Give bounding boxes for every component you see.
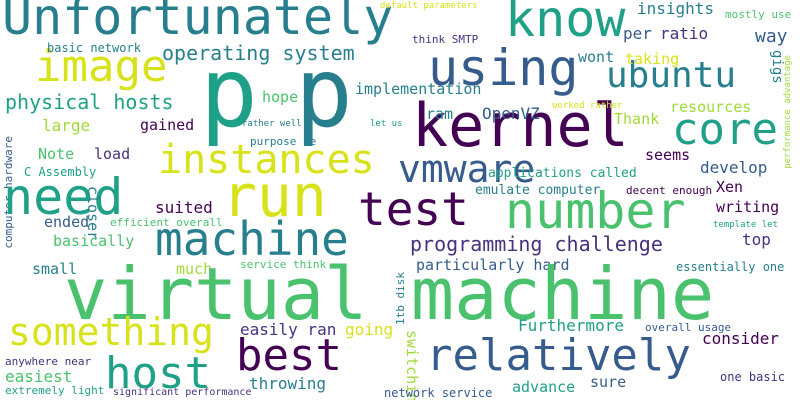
word-core: core bbox=[672, 104, 778, 155]
word-hope: hope bbox=[262, 88, 299, 106]
word-let-us: let us bbox=[370, 119, 403, 129]
word-efficient-overall: efficient overall bbox=[110, 216, 223, 229]
word-ended: ended bbox=[44, 213, 90, 231]
word-vmware: vmware bbox=[398, 147, 536, 191]
word-c-assembly: C Assembly bbox=[24, 165, 97, 179]
word-test: test bbox=[358, 182, 469, 236]
word-switching: switching bbox=[403, 330, 421, 400]
word-resources: resources bbox=[670, 98, 752, 116]
word-much: much bbox=[176, 260, 213, 278]
word-furthermore: Furthermore bbox=[518, 316, 624, 335]
word-implementation: implementation bbox=[355, 80, 482, 98]
word-best: best bbox=[236, 330, 342, 381]
word-unfortunately: Unfortunately bbox=[2, 0, 394, 46]
word-going: going bbox=[345, 320, 394, 339]
word-applications-called: applications called bbox=[488, 166, 637, 181]
word-purpose-ie: purpose ie bbox=[250, 135, 317, 148]
word-xen: Xen bbox=[716, 178, 744, 196]
word-sure: sure bbox=[590, 373, 627, 391]
word-ram: ram bbox=[426, 105, 454, 123]
word-operating-system: operating system bbox=[162, 41, 355, 65]
word-gigs: gigs bbox=[769, 50, 785, 84]
word-emulate-computer: emulate computer bbox=[475, 183, 601, 198]
word-p-1: p bbox=[200, 37, 258, 149]
word-small: small bbox=[32, 260, 78, 278]
word-network-service: network service bbox=[384, 386, 493, 400]
word-load: load bbox=[94, 145, 131, 163]
word-ubuntu: ubuntu bbox=[606, 55, 737, 96]
word-gained: gained bbox=[140, 116, 195, 134]
word-one-basic: one basic bbox=[720, 370, 786, 384]
word-mostly-use: mostly use bbox=[725, 8, 792, 21]
word-think-smtp: think SMTP bbox=[412, 33, 479, 46]
word-rather-well: rather well bbox=[242, 119, 302, 129]
word-writing: writing bbox=[716, 198, 780, 216]
word-physical-hosts: physical hosts bbox=[5, 90, 174, 114]
word-decent-enough: decent enough bbox=[626, 184, 713, 197]
word-overall-usage: overall usage bbox=[645, 321, 732, 334]
word-1tb-disk: 1tb disk bbox=[394, 272, 407, 325]
word-p-2: p bbox=[295, 37, 353, 149]
word-instances: instances bbox=[158, 137, 375, 183]
word-extremely-light: extremely light bbox=[5, 384, 105, 397]
word-advance: advance bbox=[512, 378, 576, 396]
word-host: host bbox=[105, 348, 211, 399]
word-anywhere-near: anywhere near bbox=[5, 355, 92, 368]
word-wont: wont bbox=[578, 48, 615, 66]
word-throwing: throwing bbox=[249, 374, 327, 393]
word-worked-rather: worked rather bbox=[552, 101, 623, 111]
word-easiest: easiest bbox=[5, 367, 73, 386]
word-kernel: kernel bbox=[412, 91, 629, 161]
word-top: top bbox=[742, 230, 771, 249]
word-programming-challenge: programming challenge bbox=[410, 232, 663, 256]
word-image: image bbox=[35, 41, 168, 92]
word-seems: seems bbox=[645, 146, 691, 164]
word-template-let: template let bbox=[713, 220, 779, 230]
word-something: something bbox=[8, 310, 214, 354]
word-service-think: service think bbox=[240, 258, 327, 271]
word-know: know bbox=[505, 0, 626, 48]
word-insights: insights bbox=[637, 0, 715, 18]
word-basically: basically bbox=[53, 232, 135, 250]
word-large: large bbox=[42, 116, 91, 135]
word-essentially-one: essentially one bbox=[676, 260, 785, 274]
word-suited: suited bbox=[155, 198, 213, 217]
word-note: Note bbox=[38, 145, 75, 163]
word-easily-ran: easily ran bbox=[240, 320, 337, 339]
word-per: per bbox=[623, 24, 652, 43]
word-way: way bbox=[755, 26, 788, 47]
word-taking: taking bbox=[625, 50, 680, 68]
word-machine: machine bbox=[155, 212, 349, 266]
word-closer: closer bbox=[84, 186, 102, 241]
word-default-parameters: default parameters bbox=[380, 1, 478, 11]
word-ratio: ratio bbox=[660, 24, 709, 43]
word-run: run bbox=[222, 162, 327, 230]
word-need: need bbox=[3, 168, 124, 226]
word-develop: develop bbox=[700, 158, 768, 177]
word-openvz: OpenVZ bbox=[482, 104, 540, 123]
word-virtual-machine: virtual machine bbox=[64, 252, 715, 336]
word-performance-advantage: performance advantage bbox=[783, 55, 793, 169]
word-particularly-hard: particularly hard bbox=[416, 256, 570, 274]
word-consider: consider bbox=[702, 329, 780, 348]
word-basic-network: basic network bbox=[47, 41, 141, 55]
word-using: using bbox=[428, 39, 579, 97]
word-number: number bbox=[505, 182, 686, 240]
word-significant-performance: significant performance bbox=[113, 387, 252, 398]
word-relatively: relatively bbox=[426, 330, 691, 381]
word-thank: Thank bbox=[614, 110, 660, 128]
